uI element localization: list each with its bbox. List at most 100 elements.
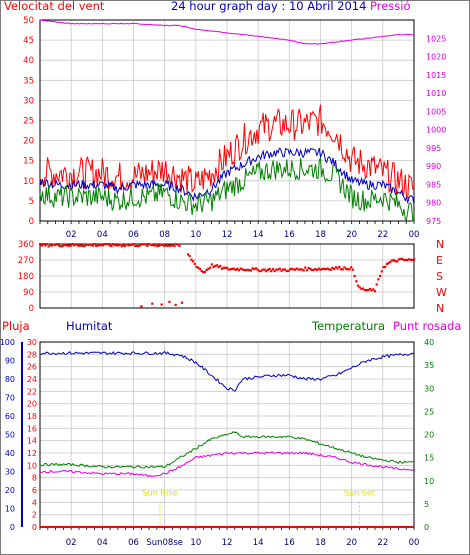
direction-point [319,268,322,271]
direction-point [231,267,234,270]
direction-tick-label: 0 [29,304,34,314]
direction-point [387,262,390,265]
direction-point [166,244,169,247]
direction-point [346,268,349,271]
y2-tick-label: 1010 [426,89,446,98]
direction-point [363,289,366,292]
direction-point [83,245,86,248]
series-line-temperatura [39,431,414,469]
direction-point [224,266,227,269]
y-tick-label: 30 [23,96,34,106]
direction-point [76,244,79,247]
direction-point [81,244,84,247]
direction-point [370,289,373,292]
direction-point [266,268,269,271]
humidity-tick-label: 90 [5,357,15,366]
x-tick-label: 10 [190,230,201,240]
direction-point [178,244,181,247]
direction-point [317,267,320,270]
direction-point [159,243,162,246]
direction-point [356,284,360,287]
rain-tick-label: 0 [32,523,37,532]
direction-point [158,244,161,247]
temperature-label: Temperatura [312,319,386,333]
direction-point [59,245,62,248]
temperature-tick-label: 40 [424,338,434,347]
direction-point [375,283,378,286]
humidity-tick-label: 10 [5,505,15,514]
compass-label: N [436,302,444,315]
direction-point [149,243,152,246]
direction-point [54,243,57,247]
series-line-vent [39,156,414,222]
y2-tick-label: 1000 [426,126,446,135]
direction-point [384,265,387,268]
direction-point [355,280,358,283]
x-tick-label: 10 [190,538,201,548]
direction-point [243,268,246,272]
direction-tick-label: 90 [23,288,34,298]
direction-point [142,243,145,246]
y2-tick-label: 995 [426,144,441,153]
direction-point [151,302,154,305]
x-tick-label: 12 [222,538,233,548]
direction-point [249,269,252,272]
x-tick-label: 18 [315,230,326,240]
direction-point [248,269,251,272]
x-tick-label: 02 [66,230,77,240]
rain-tick-label: 12 [27,449,37,458]
rain-tick-label: 6 [32,486,37,495]
direction-point [368,287,371,291]
direction-point [309,267,312,270]
series-line-puntrosada [39,451,415,478]
x-tick-label: 00 [409,538,420,548]
direction-point [336,267,339,270]
temperature-tick-label: 25 [424,407,434,416]
x-tick-label: 14 [253,538,264,548]
direction-point [234,268,237,271]
rain-tick-label: 24 [27,375,37,384]
direction-point [203,270,207,274]
y-tick-label: 40 [23,56,34,66]
direction-point [227,268,230,271]
direction-point [385,262,388,265]
direction-point [251,267,254,270]
direction-point [71,243,74,246]
direction-point [288,268,292,271]
y2-tick-label: 975 [426,217,441,226]
direction-point [253,268,256,271]
direction-point [271,268,275,271]
direction-point [377,278,380,281]
direction-point [322,267,326,270]
direction-point [152,244,156,247]
y-tick-label: 20 [23,137,34,147]
direction-point [127,244,130,247]
direction-point [195,265,198,269]
direction-point [174,303,177,306]
direction-point [188,255,191,258]
rain-label: Pluja [2,319,30,333]
direction-point [394,260,397,263]
direction-point [261,268,264,271]
y-tick-label: 15 [23,157,34,167]
direction-point [290,267,293,270]
direction-point [373,290,377,293]
x-tick-label: 06 [128,230,139,240]
direction-point [79,244,82,247]
humidity-tick-label: 40 [5,449,15,458]
x-tick-label: 18 [315,538,326,548]
direction-point [241,268,244,271]
rain-tick-label: 16 [27,424,37,433]
direction-point [299,268,302,271]
x-tick-label: 20 [346,538,357,548]
direction-point [118,243,122,246]
direction-point [144,243,147,246]
direction-point [404,258,407,262]
direction-point [192,260,195,263]
direction-tick-label: 270 [18,256,34,266]
direction-point [42,243,45,246]
direction-point [219,264,222,268]
direction-point [326,267,329,270]
direction-point [78,244,81,247]
direction-point [39,243,42,246]
